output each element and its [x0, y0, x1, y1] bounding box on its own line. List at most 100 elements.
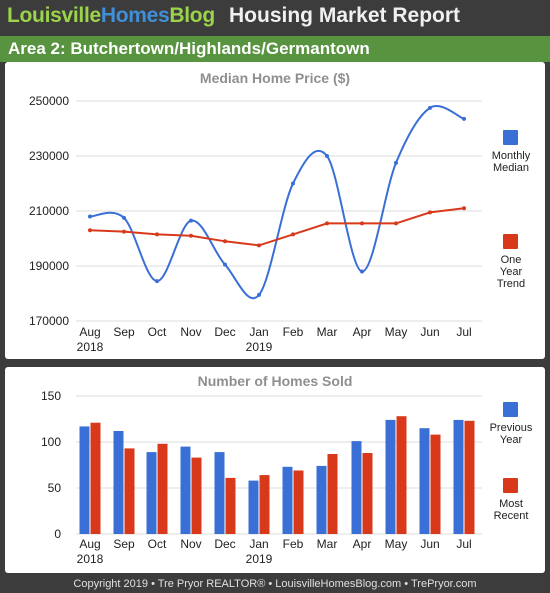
- bar-previous-oct: [146, 452, 157, 534]
- y-tick-label-210000: 210000: [29, 204, 69, 218]
- point-1-nov: [189, 233, 193, 238]
- legend-label-1-1: Year: [500, 266, 523, 278]
- brand-part-3: Blog: [169, 4, 215, 27]
- series-line-1: [89, 207, 465, 247]
- x-tick-label-apr: Apr: [353, 325, 372, 339]
- bar-recent-nov: [191, 457, 202, 534]
- legend-label-1-0: Most: [499, 498, 523, 510]
- point-1-mar: [325, 221, 329, 226]
- point-0-apr: [360, 269, 364, 274]
- legend-label-1-2: Trend: [497, 278, 525, 290]
- bar-previous-dec: [214, 452, 225, 534]
- x-tick-label-aug: Aug: [79, 537, 100, 551]
- bar-recent-dec: [225, 477, 236, 534]
- x-tick-label-jul: Jul: [456, 537, 471, 551]
- legend-label-0-0: Previous: [490, 422, 533, 434]
- x-tick-label-jul: Jul: [456, 325, 471, 339]
- bar-previous-aug: [79, 426, 90, 534]
- x-tick-label-aug: Aug: [79, 325, 100, 339]
- bar-recent-oct: [157, 443, 168, 534]
- point-1-oct: [155, 232, 159, 237]
- legend-label-1-0: One: [501, 254, 522, 266]
- point-1-feb: [291, 232, 295, 237]
- legend-swatch-1: [503, 478, 518, 493]
- bar-recent-sep: [124, 448, 135, 534]
- y-tick-label-sold-150: 150: [41, 389, 61, 403]
- y-tick-label-190000: 190000: [29, 259, 69, 273]
- x-tick-label-dec: Dec: [214, 537, 235, 551]
- point-1-jul: [462, 206, 466, 211]
- chart-title-homes-sold: Number of Homes Sold: [198, 373, 353, 389]
- bar-recent-mar: [327, 454, 338, 534]
- x-tick-label-sep: Sep: [113, 325, 135, 339]
- point-1-apr: [360, 221, 364, 226]
- report-title: Housing Market Report: [229, 4, 461, 27]
- y-tick-label-170000: 170000: [29, 314, 69, 328]
- point-0-aug: [88, 214, 92, 219]
- x-tick-label-jun: Jun: [420, 537, 439, 551]
- point-1-may: [394, 221, 398, 226]
- brand-part-2: Homes: [100, 4, 170, 27]
- brand-part-1: Louisville: [7, 4, 101, 27]
- x-tick-label-jan: Jan: [249, 325, 268, 339]
- x-tick-label-sep: Sep: [113, 537, 135, 551]
- brand-logo: LouisvilleHomesBlog: [7, 4, 215, 28]
- point-0-nov: [189, 218, 193, 223]
- bar-previous-may: [385, 419, 396, 534]
- area-title: Area 2: Butchertown/Highlands/Germantown: [8, 39, 370, 58]
- bar-previous-nov: [180, 446, 191, 534]
- x-tick-label-dec: Dec: [214, 325, 235, 339]
- bar-recent-jan: [259, 475, 270, 534]
- year-label-2019: 2019: [246, 552, 273, 566]
- y-tick-label-sold-50: 50: [48, 481, 62, 495]
- x-tick-label-jun: Jun: [420, 325, 439, 339]
- point-0-jun: [428, 105, 432, 110]
- y-tick-label-250000: 250000: [29, 94, 69, 108]
- bar-recent-aug: [90, 422, 101, 534]
- point-0-mar: [325, 154, 329, 158]
- year-label-2018: 2018: [77, 552, 104, 566]
- bar-previous-apr: [351, 441, 362, 534]
- year-label-2019: 2019: [246, 340, 273, 354]
- bar-previous-jan: [248, 480, 259, 534]
- x-tick-label-mar: Mar: [317, 325, 338, 339]
- legend-label-0-1: Year: [500, 434, 523, 446]
- bar-previous-feb: [282, 466, 293, 534]
- x-tick-label-feb: Feb: [283, 537, 304, 551]
- footer-text: Copyright 2019 • Tre Pryor REALTOR® • Lo…: [73, 578, 477, 590]
- x-tick-label-nov: Nov: [180, 325, 201, 339]
- x-tick-label-oct: Oct: [148, 325, 167, 339]
- bar-previous-mar: [316, 465, 327, 534]
- bar-recent-feb: [293, 470, 304, 534]
- y-tick-label-sold-100: 100: [41, 435, 61, 449]
- point-0-sep: [122, 215, 126, 220]
- bar-previous-jun: [419, 428, 430, 534]
- legend-swatch-0: [503, 130, 518, 145]
- x-tick-label-mar: Mar: [317, 537, 338, 551]
- point-1-jan: [257, 243, 261, 248]
- y-tick-label-230000: 230000: [29, 149, 69, 163]
- legend-swatch-0: [503, 402, 518, 417]
- bar-previous-jul: [453, 419, 464, 534]
- point-0-dec: [223, 262, 227, 267]
- point-0-may: [394, 160, 398, 165]
- x-tick-label-apr: Apr: [353, 537, 372, 551]
- point-0-feb: [291, 181, 295, 186]
- bar-recent-jul: [464, 420, 475, 534]
- legend-label-0-0: Monthly: [492, 150, 531, 162]
- bar-recent-may: [396, 416, 407, 534]
- x-tick-label-may: May: [385, 325, 408, 339]
- series-line-0: [89, 105, 465, 299]
- point-0-jan: [257, 292, 261, 297]
- bar-previous-sep: [113, 431, 124, 534]
- point-1-sep: [122, 229, 126, 234]
- point-1-aug: [88, 228, 92, 233]
- point-0-jul: [462, 116, 466, 121]
- point-0-oct: [155, 279, 159, 284]
- x-tick-label-oct: Oct: [148, 537, 167, 551]
- header-bar: LouisvilleHomesBlog Housing Market Repor…: [0, 0, 550, 36]
- area-bar: [0, 36, 550, 62]
- point-1-dec: [223, 239, 227, 244]
- y-tick-label-sold-0: 0: [54, 527, 61, 541]
